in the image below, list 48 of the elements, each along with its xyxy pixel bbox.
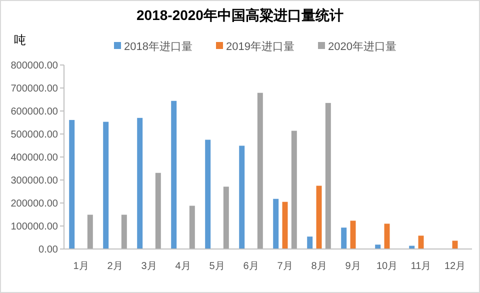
y-tick-label: 800000.00: [10, 60, 58, 72]
x-tick-label: 8月: [311, 261, 327, 272]
bar: [205, 140, 211, 249]
x-tick-label: 3月: [141, 261, 157, 272]
legend-label: 2020年进口量: [328, 40, 396, 53]
x-tick-label: 9月: [345, 261, 361, 272]
bar: [384, 224, 390, 249]
bar: [189, 206, 195, 249]
legend-label: 2019年进口量: [226, 40, 294, 53]
bar: [137, 118, 143, 249]
bar: [273, 198, 279, 249]
x-tick-label: 2月: [107, 261, 123, 272]
bar: [341, 228, 347, 249]
bar: [87, 214, 93, 249]
bar: [121, 214, 127, 249]
x-tick-label: 6月: [243, 261, 259, 272]
x-tick-label: 10月: [376, 261, 398, 272]
legend-label: 2018年进口量: [124, 40, 192, 53]
y-tick-label: 200000.00: [10, 198, 58, 210]
y-tick-label: 100000.00: [10, 222, 58, 232]
bar: [282, 202, 288, 249]
x-tick-label: 4月: [175, 261, 191, 272]
bar: [155, 172, 161, 249]
x-tick-label: 5月: [209, 261, 225, 272]
x-tick-label: 11月: [410, 261, 432, 272]
y-axis-title: 吨: [14, 33, 26, 47]
bar: [307, 236, 313, 249]
bar: [316, 186, 322, 249]
y-tick-label: 0.00: [38, 244, 58, 256]
y-tick-label: 600000.00: [10, 106, 58, 118]
bar: [69, 120, 75, 249]
bar: [291, 130, 297, 249]
y-tick-label: 300000.00: [10, 176, 58, 186]
x-tick-label: 1月: [73, 261, 89, 272]
bar: [375, 244, 381, 249]
y-tick-label: 700000.00: [10, 84, 58, 94]
chart-title: 2018-2020年中国高粱进口量统计: [136, 7, 344, 23]
bar: [223, 186, 229, 249]
bar: [350, 220, 356, 249]
bar: [171, 100, 177, 249]
bar: [239, 146, 245, 249]
x-tick-label: 12月: [444, 261, 466, 272]
y-tick-label: 400000.00: [10, 152, 58, 164]
bar: [257, 92, 263, 249]
y-tick-label: 500000.00: [10, 130, 58, 140]
bar: [325, 102, 331, 249]
x-tick-label: 7月: [277, 261, 293, 272]
bar: [103, 122, 109, 249]
